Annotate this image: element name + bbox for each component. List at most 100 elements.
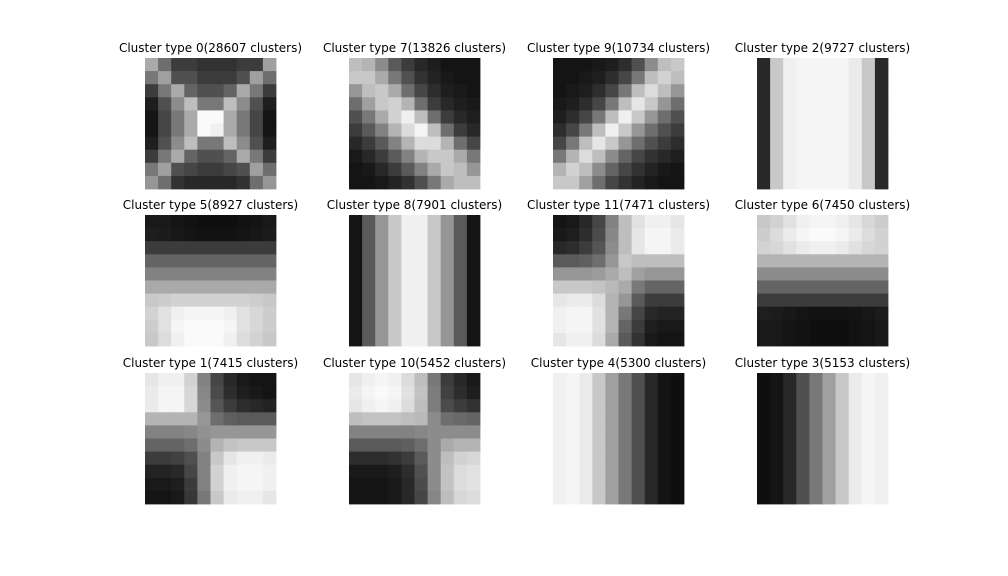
- heatmap-cell: [249, 412, 264, 426]
- heatmap-cell: [835, 71, 850, 85]
- heatmap-cell: [401, 412, 415, 426]
- heatmap-cell: [197, 332, 211, 347]
- heatmap-cell: [670, 425, 685, 439]
- heatmap-cell: [375, 149, 389, 164]
- heatmap-cell: [579, 71, 593, 85]
- heatmap-cell: [861, 215, 876, 229]
- heatmap-cell: [770, 490, 784, 505]
- heatmap-cell: [657, 241, 672, 255]
- heatmap-cell: [631, 280, 646, 294]
- heatmap-cell: [809, 438, 823, 452]
- heatmap-cell: [835, 241, 850, 255]
- heatmap-cell: [553, 412, 567, 426]
- heatmap-cell: [362, 412, 376, 426]
- heatmap-cell: [592, 123, 606, 137]
- heatmap-cell: [835, 306, 850, 321]
- heatmap-cell: [401, 254, 415, 268]
- heatmap-cell: [210, 110, 224, 124]
- heatmap-cell: [579, 412, 593, 426]
- heatmap-cell: [579, 136, 593, 151]
- heatmap-cell: [466, 123, 481, 137]
- heatmap-cell: [861, 241, 876, 255]
- heatmap-cell: [657, 332, 672, 347]
- heatmap-cell: [388, 293, 402, 308]
- heatmap-cell: [158, 464, 172, 479]
- heatmap-cell: [579, 84, 593, 98]
- heatmap-cell: [210, 215, 224, 229]
- heatmap-cell: [414, 280, 428, 294]
- heatmap-cell: [757, 399, 771, 413]
- heatmap-cell: [783, 425, 797, 439]
- heatmap-cell: [796, 175, 810, 190]
- heatmap-cell: [236, 412, 251, 426]
- heatmap-cell: [848, 84, 863, 98]
- heatmap-cell: [197, 149, 211, 164]
- heatmap-cell: [783, 399, 797, 413]
- heatmap-cell: [770, 136, 784, 151]
- heatmap-cell: [644, 293, 659, 308]
- heatmap-cell: [223, 412, 238, 426]
- heatmap-cell: [631, 332, 646, 347]
- heatmap-cell: [605, 58, 619, 72]
- heatmap-cell: [414, 438, 428, 452]
- heatmap-cell: [592, 386, 606, 400]
- heatmap-cell: [158, 438, 172, 452]
- heatmap-cell: [618, 71, 632, 85]
- heatmap-cell: [427, 451, 442, 466]
- heatmap-cell: [796, 332, 810, 347]
- heatmap-cell: [375, 241, 389, 255]
- heatmap-cell: [770, 149, 784, 164]
- heatmap-cell: [566, 58, 580, 72]
- heatmap-cell: [453, 71, 468, 85]
- heatmap-cell: [466, 136, 481, 151]
- heatmap-cell: [262, 490, 277, 505]
- heatmap-cell: [553, 254, 567, 268]
- heatmap-cell: [618, 306, 632, 321]
- heatmap-cell: [874, 110, 889, 124]
- heatmap-cell: [783, 136, 797, 151]
- heatmap-cell: [440, 110, 455, 124]
- heatmap-cell: [427, 254, 442, 268]
- heatmap-cell: [670, 332, 685, 347]
- heatmap-cell: [375, 84, 389, 98]
- heatmap-cell: [566, 228, 580, 242]
- heatmap-cell: [427, 386, 442, 400]
- heatmap-cell: [197, 136, 211, 151]
- heatmap-cell: [796, 149, 810, 164]
- heatmap-cell: [631, 136, 646, 151]
- heatmap-cell: [618, 149, 632, 164]
- heatmap-cell: [657, 136, 672, 151]
- heatmap-cell: [223, 438, 238, 452]
- heatmap-cell: [605, 319, 619, 334]
- heatmap-cell: [644, 490, 659, 505]
- heatmap-cell: [401, 293, 415, 308]
- heatmap-cell: [592, 149, 606, 164]
- heatmap-cell: [592, 306, 606, 321]
- heatmap-cell: [783, 438, 797, 452]
- heatmap-cell: [223, 215, 238, 229]
- heatmap-cell: [618, 254, 632, 268]
- heatmap-cell: [440, 386, 455, 400]
- heatmap-cell: [262, 425, 277, 439]
- heatmap-cell: [631, 97, 646, 111]
- heatmap-cell: [670, 254, 685, 268]
- heatmap-cell: [262, 399, 277, 413]
- heatmap-cell: [566, 215, 580, 229]
- heatmap-cell: [553, 490, 567, 505]
- heatmap-cell: [848, 293, 863, 308]
- heatmap-cell: [592, 267, 606, 281]
- heatmap-cell: [349, 293, 363, 308]
- heatmap-cell: [427, 464, 442, 479]
- heatmap-cell: [605, 149, 619, 164]
- heatmap-cell: [770, 97, 784, 111]
- heatmap-cell: [158, 451, 172, 466]
- heatmap-cell: [605, 280, 619, 294]
- heatmap-cell: [362, 97, 376, 111]
- heatmap-cell: [770, 425, 784, 439]
- heatmap-cell: [848, 438, 863, 452]
- heatmap-cell: [644, 136, 659, 151]
- heatmap-cell: [427, 175, 442, 190]
- heatmap-cell: [822, 162, 836, 177]
- heatmap-cell: [349, 84, 363, 98]
- heatmap-cell: [592, 399, 606, 413]
